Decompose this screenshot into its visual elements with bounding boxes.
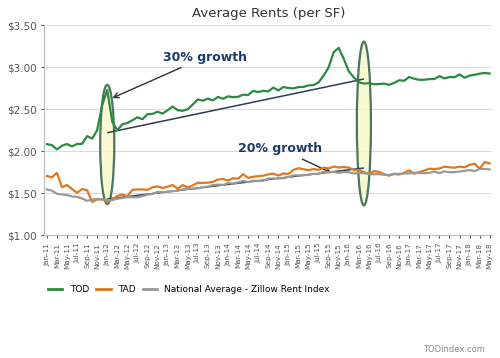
Text: 30% growth: 30% growth bbox=[114, 51, 246, 98]
Ellipse shape bbox=[357, 42, 371, 205]
Text: 20% growth: 20% growth bbox=[238, 142, 330, 172]
Title: Average Rents (per SF): Average Rents (per SF) bbox=[192, 7, 345, 20]
Ellipse shape bbox=[100, 85, 114, 204]
Text: TODindex.com: TODindex.com bbox=[423, 345, 485, 354]
Legend: TOD, TAD, National Average - Zillow Rent Index: TOD, TAD, National Average - Zillow Rent… bbox=[44, 281, 334, 298]
